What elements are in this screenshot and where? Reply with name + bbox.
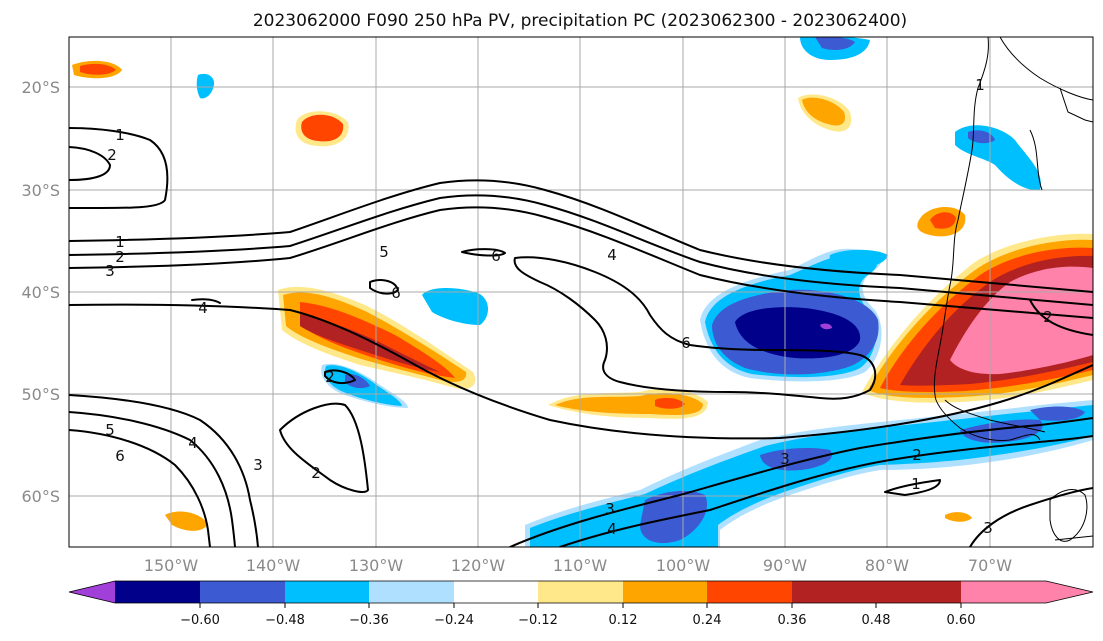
colorbar-segment — [115, 581, 200, 603]
contour-label: 1 — [911, 475, 921, 493]
colorbar-ticks — [199, 603, 962, 608]
colorbar: −0.60 −0.48 −0.36 −0.24 −0.12 0.12 0.24 … — [68, 580, 1094, 628]
contour-label: 3 — [105, 262, 115, 280]
contour-label: 1 — [975, 76, 985, 94]
contour-label: 2 — [311, 464, 321, 482]
contour-label: 3 — [780, 450, 790, 468]
lon-tick-label: 150°W — [144, 556, 199, 575]
contour-label: 3 — [605, 500, 615, 518]
precip-positive-anomaly — [72, 60, 1093, 531]
lat-tick-label: 20°S — [21, 78, 60, 97]
colorbar-extend-left — [69, 581, 115, 603]
colorbar-tick-label: 0.24 — [693, 613, 722, 628]
lat-tick-label: 60°S — [21, 487, 60, 506]
colorbar-segment — [707, 581, 792, 603]
contour-label: 5 — [105, 421, 115, 439]
contour-label: 6 — [391, 284, 401, 302]
contour-label: 5 — [379, 243, 389, 261]
colorbar-tick-label: 0.36 — [778, 613, 807, 628]
colorbar-tick-label: −0.36 — [349, 613, 389, 628]
coastline — [933, 37, 1093, 542]
contour-label: 4 — [607, 246, 617, 264]
precip-negative-anomaly — [196, 37, 1093, 547]
contour-label: 6 — [115, 447, 125, 465]
latitude-tick-labels: 20°S 30°S 40°S 50°S 60°S — [21, 78, 60, 506]
contour-label: 3 — [983, 519, 993, 537]
contour-label: 2 — [115, 248, 125, 266]
colorbar-segment — [623, 581, 707, 603]
lon-tick-label: 120°W — [451, 556, 506, 575]
map-frame — [68, 36, 1094, 548]
contour-label: 1 — [115, 126, 125, 144]
colorbar-segment — [454, 581, 538, 603]
contour-label: 2 — [1043, 308, 1053, 326]
contour-label: 6 — [681, 334, 691, 352]
colorbar-segment — [538, 581, 623, 603]
contour-label: 1 — [115, 233, 125, 251]
colorbar-segment — [200, 581, 285, 603]
longitude-tick-labels: 150°W 140°W 130°W 120°W 110°W 100°W 90°W… — [144, 556, 1012, 575]
colorbar-tick-label: 0.12 — [609, 613, 638, 628]
contour-label: 4 — [188, 434, 198, 452]
lat-tick-label: 30°S — [21, 181, 60, 200]
lon-tick-label: 90°W — [763, 556, 807, 575]
colorbar-tick-label: −0.24 — [434, 613, 474, 628]
lon-tick-label: 80°W — [865, 556, 909, 575]
colorbar-extend-right — [1046, 581, 1093, 603]
colorbar-segment — [285, 581, 369, 603]
lon-tick-label: 70°W — [968, 556, 1012, 575]
colorbar-segment — [369, 581, 454, 603]
contour-label: 2 — [912, 446, 922, 464]
colorbar-tick-label: −0.12 — [518, 613, 558, 628]
lon-tick-label: 100°W — [656, 556, 711, 575]
lat-tick-label: 40°S — [21, 283, 60, 302]
map-title: 2023062000 F090 250 hPa PV, precipitatio… — [253, 11, 907, 31]
colorbar-segment — [961, 581, 1046, 603]
colorbar-segment — [792, 581, 876, 603]
contour-label-group: 1 2 1 2 3 4 5 6 6 4 6 2 5 6 4 3 2 3 4 3 … — [105, 76, 1053, 538]
lat-tick-label: 50°S — [21, 385, 60, 404]
colorbar-tick-label: 0.60 — [947, 613, 976, 628]
colorbar-tick-labels: −0.60 −0.48 −0.36 −0.24 −0.12 0.12 0.24 … — [180, 613, 975, 628]
precipitation-fields: 1 2 1 2 3 4 5 6 6 4 6 2 5 6 4 3 2 3 4 3 … — [69, 37, 1093, 547]
contour-label: 2 — [325, 368, 335, 386]
contour-label: 4 — [198, 299, 208, 317]
colorbar-segment — [876, 581, 961, 603]
lon-tick-label: 140°W — [246, 556, 301, 575]
contour-label: 2 — [107, 146, 117, 164]
contour-label: 6 — [491, 247, 501, 265]
contour-label: 4 — [607, 520, 617, 538]
colorbar-tick-label: −0.60 — [180, 613, 220, 628]
pv-contours — [69, 127, 1093, 547]
lon-tick-label: 110°W — [553, 556, 608, 575]
colorbar-tick-label: −0.48 — [265, 613, 305, 628]
contour-label: 3 — [253, 456, 263, 474]
lon-tick-label: 130°W — [349, 556, 404, 575]
colorbar-outline — [68, 580, 1094, 604]
colorbar-tick-label: 0.48 — [862, 613, 891, 628]
